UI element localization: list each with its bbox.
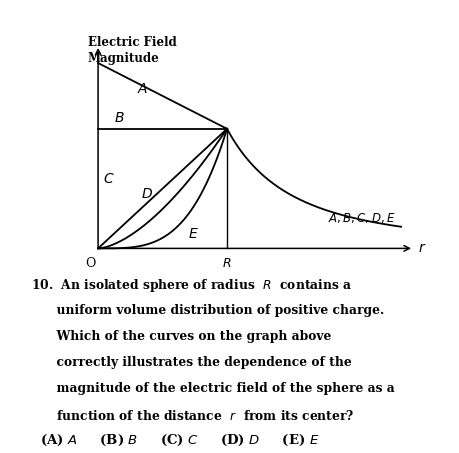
Text: Which of the curves on the graph above: Which of the curves on the graph above (31, 330, 332, 343)
Text: $r$: $r$ (418, 241, 426, 255)
Text: $B$: $B$ (113, 111, 124, 125)
Text: function of the distance  $r$  from its center?: function of the distance $r$ from its ce… (31, 409, 355, 423)
Text: uniform volume distribution of positive charge.: uniform volume distribution of positive … (31, 304, 385, 317)
Text: $C$: $C$ (103, 172, 115, 186)
Text: $A$: $A$ (137, 82, 148, 96)
Text: O: O (85, 257, 95, 270)
Text: magnitude of the electric field of the sphere as a: magnitude of the electric field of the s… (31, 382, 395, 395)
Text: Electric Field
Magnitude: Electric Field Magnitude (88, 35, 177, 64)
Text: $R$: $R$ (222, 257, 232, 270)
Text: $D$: $D$ (140, 187, 153, 201)
Text: 10.  An isolated sphere of radius  $R$  contains a: 10. An isolated sphere of radius $R$ con… (31, 277, 353, 294)
Text: $E$: $E$ (188, 226, 199, 241)
Text: $A, B, C, D, E$: $A, B, C, D, E$ (328, 211, 395, 225)
Text: correctly illustrates the dependence of the: correctly illustrates the dependence of … (31, 356, 352, 369)
Text: (A) $A$     (B) $B$     (C) $C$     (D) $D$     (E) $E$: (A) $A$ (B) $B$ (C) $C$ (D) $D$ (E) $E$ (40, 433, 319, 448)
